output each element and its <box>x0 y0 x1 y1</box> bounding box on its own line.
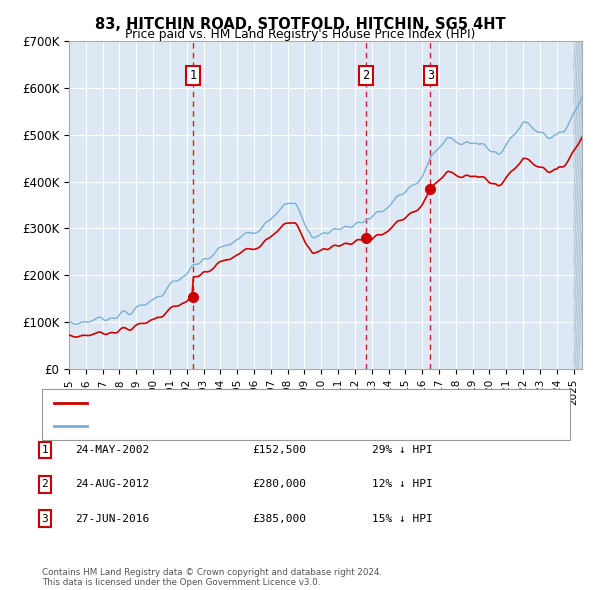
Text: Contains HM Land Registry data © Crown copyright and database right 2024.
This d: Contains HM Land Registry data © Crown c… <box>42 568 382 587</box>
Text: 24-AUG-2012: 24-AUG-2012 <box>75 480 149 489</box>
Text: 2: 2 <box>362 69 370 82</box>
Text: 24-MAY-2002: 24-MAY-2002 <box>75 445 149 455</box>
Text: 1: 1 <box>41 445 49 455</box>
Text: 3: 3 <box>427 69 434 82</box>
Text: £385,000: £385,000 <box>252 514 306 523</box>
Text: 1: 1 <box>190 69 197 82</box>
Text: Price paid vs. HM Land Registry's House Price Index (HPI): Price paid vs. HM Land Registry's House … <box>125 28 475 41</box>
Text: 2: 2 <box>41 480 49 489</box>
Text: 27-JUN-2016: 27-JUN-2016 <box>75 514 149 523</box>
Text: £152,500: £152,500 <box>252 445 306 455</box>
Polygon shape <box>574 41 582 369</box>
Text: 83, HITCHIN ROAD, STOTFOLD, HITCHIN, SG5 4HT: 83, HITCHIN ROAD, STOTFOLD, HITCHIN, SG5… <box>95 17 505 31</box>
Text: 83, HITCHIN ROAD, STOTFOLD, HITCHIN, SG5 4HT (detached house): 83, HITCHIN ROAD, STOTFOLD, HITCHIN, SG5… <box>93 398 464 408</box>
Text: 15% ↓ HPI: 15% ↓ HPI <box>372 514 433 523</box>
Text: 12% ↓ HPI: 12% ↓ HPI <box>372 480 433 489</box>
Text: 3: 3 <box>41 514 49 523</box>
Text: HPI: Average price, detached house, Central Bedfordshire: HPI: Average price, detached house, Cent… <box>93 421 408 431</box>
Text: 29% ↓ HPI: 29% ↓ HPI <box>372 445 433 455</box>
Text: £280,000: £280,000 <box>252 480 306 489</box>
